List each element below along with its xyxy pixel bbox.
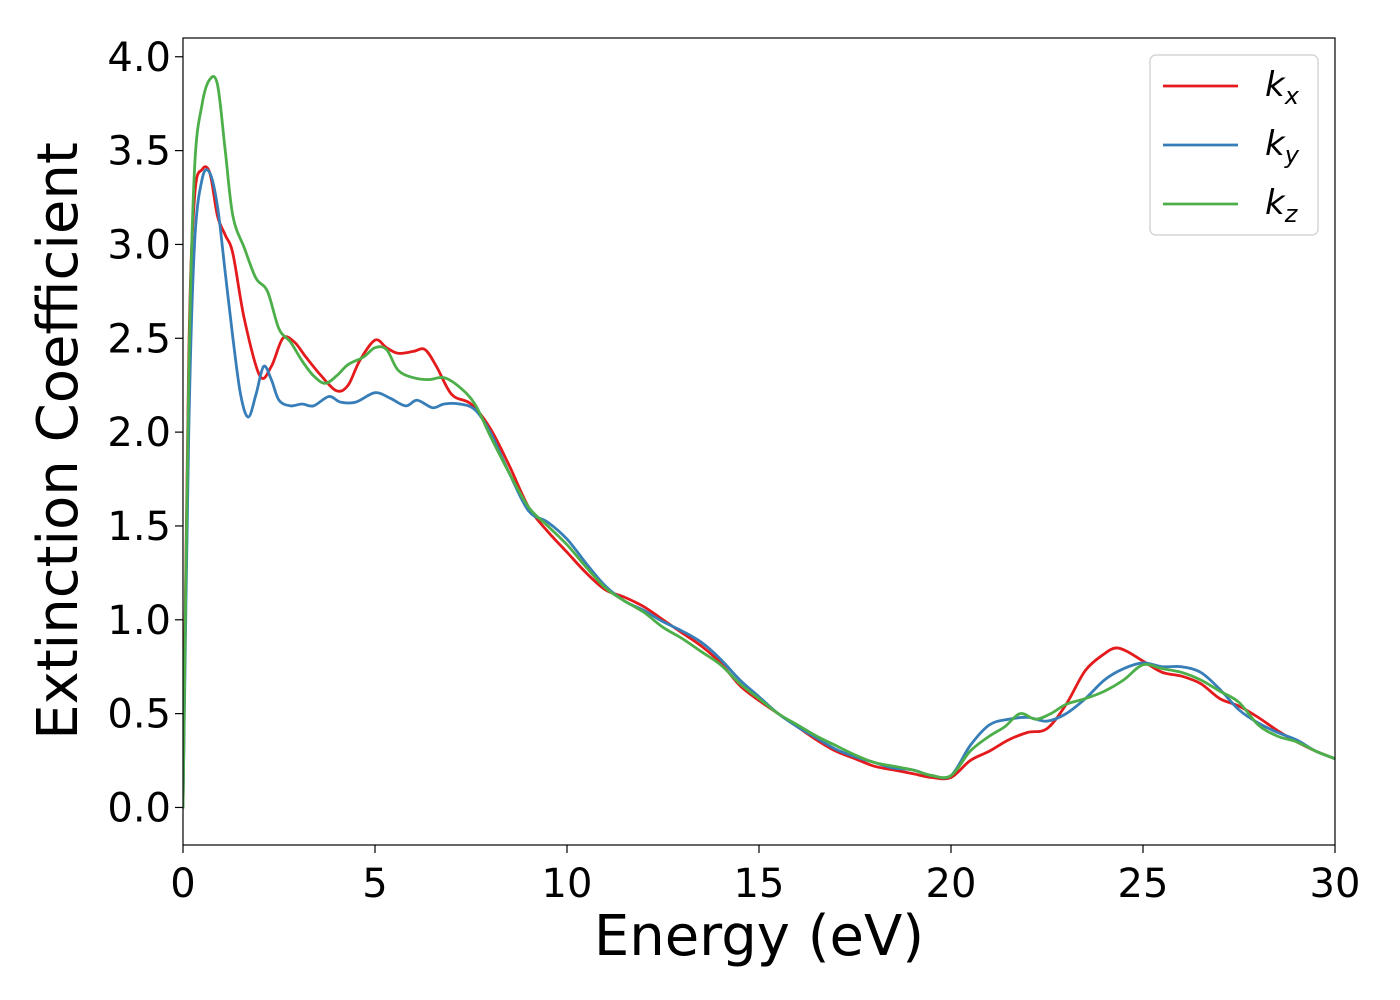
x-tick-label: 20 <box>926 861 977 907</box>
y-tick-label: 2.0 <box>107 410 171 456</box>
x-tick-label: 5 <box>362 861 387 907</box>
y-tick-label: 1.5 <box>107 504 171 550</box>
lines-layer <box>183 75 1335 809</box>
series-line-kz <box>183 75 1335 809</box>
y-tick-label: 0.0 <box>107 785 171 831</box>
y-tick-label: 2.5 <box>107 316 171 362</box>
x-tick-label: 30 <box>1310 861 1361 907</box>
x-tick-label: 0 <box>170 861 195 907</box>
y-axis-title: Extinction Coefficient <box>26 142 91 740</box>
y-tick-label: 3.0 <box>107 222 171 268</box>
legend-label-kz: kz <box>1265 183 1299 228</box>
y-tick-label: 1.0 <box>107 598 171 644</box>
x-axis-title: Energy (eV) <box>594 904 924 969</box>
y-tick-label: 3.5 <box>107 129 171 175</box>
legend-label-kx: kx <box>1265 65 1300 110</box>
series-line-kx <box>183 165 1335 809</box>
series-line-ky <box>183 168 1335 809</box>
legend-label-ky: ky <box>1265 124 1300 169</box>
x-tick-label: 15 <box>734 861 785 907</box>
x-tick-label: 25 <box>1118 861 1169 907</box>
y-tick-label: 4.0 <box>107 35 171 81</box>
y-tick-label: 0.5 <box>107 692 171 738</box>
legend: kx ky kz <box>1149 54 1319 236</box>
legend-entries: kx ky kz <box>1163 65 1300 228</box>
x-tick-label: 10 <box>542 861 593 907</box>
ticks-layer: 0 5 10 15 20 25 30 0.0 0.5 1.0 1.5 2.0 2.5 3.0 3.5 4.0 <box>107 35 1360 907</box>
